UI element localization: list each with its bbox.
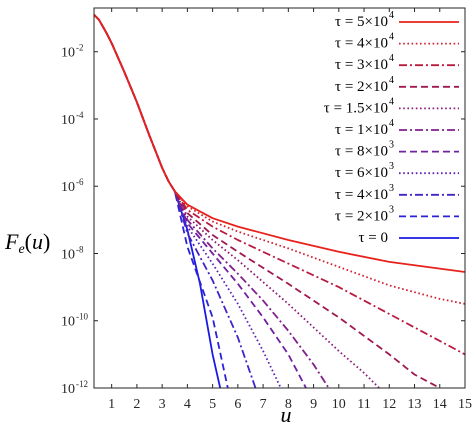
plot-background [94,8,465,388]
legend-label: τ = 3×10 [335,57,388,73]
y-axis-title: Fe(u) [4,229,50,257]
x-tick-label: 4 [184,397,191,412]
legend-label-exponent: 4 [389,96,394,107]
y-tick-label: 10 [61,180,75,195]
legend-label: τ = 5×10 [335,14,388,30]
legend-label: τ = 1.5×10 [324,100,388,116]
y-tick-exponent: -4 [76,110,84,120]
y-tick-exponent: -12 [76,379,88,389]
y-tick-exponent: -8 [76,244,84,254]
legend-label-exponent: 4 [389,118,394,129]
legend-label-exponent: 3 [389,183,394,194]
x-tick-label: 12 [382,397,396,412]
y-tick-label: 10 [61,113,75,128]
x-axis-title: u [281,402,292,426]
legend-label: τ = 2×10 [335,79,388,95]
legend-label-exponent: 4 [389,75,394,86]
legend-label: τ = 6×10 [335,165,388,181]
legend-label: τ = 1×10 [335,122,388,138]
x-tick-label: 3 [159,397,166,412]
legend-label: τ = 0 [359,230,389,246]
x-tick-label: 9 [310,397,317,412]
legend-label: τ = 4×10 [335,187,388,203]
x-tick-label: 11 [357,397,370,412]
series-group [94,14,465,388]
x-tick-label: 14 [433,397,447,412]
legend-label-exponent: 3 [389,204,394,215]
y-tick-exponent: -6 [76,177,84,187]
series-line [94,14,465,273]
y-tick-label: 10 [61,315,75,330]
x-tick-label: 7 [260,397,267,412]
x-tick-label: 8 [285,397,292,412]
x-tick-label: 1 [108,397,115,412]
legend: τ = 5×10 4τ = 4×10 4τ = 3×10 4τ = 2×10 4τ = … [324,10,459,246]
plot-frame [93,7,466,389]
legend-label-exponent: 3 [389,161,394,172]
legend-label: τ = 2×10 [335,208,388,224]
y-tick-label: 10 [61,46,75,61]
legend-label: τ = 8×10 [335,144,388,160]
y-tick-label: 10 [61,247,75,262]
legend-label-exponent: 4 [389,53,394,64]
x-tick-label: 2 [133,397,140,412]
x-tick-label: 5 [209,397,216,412]
y-tick-exponent: -2 [76,43,84,53]
legend-label-exponent: 3 [389,140,394,151]
x-tick-label: 10 [332,397,346,412]
legend-label-exponent: 4 [389,32,394,43]
legend-label: τ = 4×10 [335,36,388,52]
x-tick-label: 13 [408,397,422,412]
y-tick-exponent: -10 [76,312,88,322]
x-tick-label: 6 [234,397,241,412]
y-tick-label: 10 [61,382,75,397]
x-tick-label: 15 [458,397,472,412]
legend-label-exponent: 4 [389,10,394,21]
